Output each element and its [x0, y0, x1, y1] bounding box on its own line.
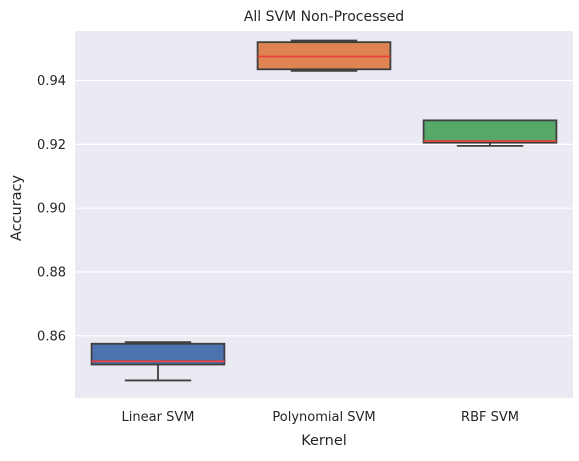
x-axis-ticks: Linear SVM Polynomial SVM RBF SVM: [122, 410, 519, 425]
gridlines: [75, 79, 573, 337]
plot-area: [75, 31, 573, 398]
y-tick-label: 0.90: [37, 202, 66, 217]
y-axis-label: Accuracy: [9, 174, 25, 241]
x-axis-label: Kernel: [301, 433, 347, 449]
box-linear-svm: [90, 341, 226, 382]
box-rbf-svm: [422, 119, 558, 147]
y-tick-label: 0.86: [37, 329, 66, 344]
box-body: [422, 119, 558, 144]
x-tick-label: Polynomial SVM: [272, 410, 375, 425]
box-polynomial-svm: [256, 39, 392, 72]
chart-title: All SVM Non-Processed: [244, 9, 404, 25]
x-tick-label: RBF SVM: [461, 410, 519, 425]
y-tick-label: 0.92: [37, 138, 66, 153]
box-series: [90, 39, 558, 382]
y-tick-label: 0.88: [37, 265, 66, 280]
x-tick-label: Linear SVM: [122, 410, 195, 425]
y-axis-ticks: 0.86 0.88 0.90 0.92 0.94: [37, 74, 66, 344]
box-body: [90, 342, 226, 366]
y-tick-label: 0.94: [37, 74, 66, 89]
